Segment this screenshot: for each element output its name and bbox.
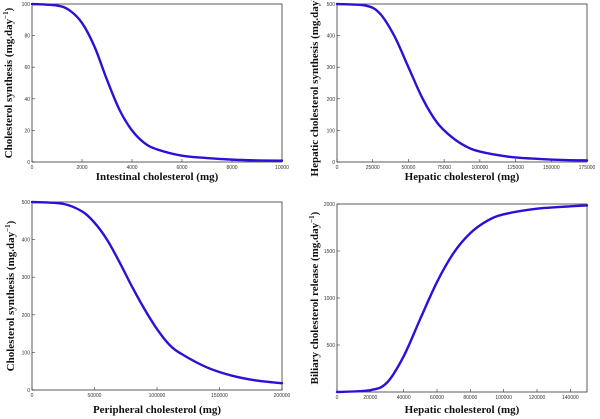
plot-frame (31, 3, 283, 163)
x-tick-label: 0 (31, 393, 34, 399)
y-tick-label: 0 (332, 160, 335, 166)
y-tick-label: 300 (327, 65, 336, 71)
series-line-1 (30, 2, 284, 162)
x-tick-label: 120000 (529, 395, 546, 401)
y-tick-label: 400 (22, 238, 31, 244)
series-line-1 (335, 204, 589, 394)
x-tick-label: 125000 (507, 165, 524, 171)
y-tick-label: 500 (327, 343, 336, 349)
x-axis-title: Peripheral cholesterol (mg) (93, 404, 221, 416)
x-tick-label: 4000 (126, 165, 137, 171)
x-tick-label: 140000 (562, 395, 579, 401)
y-tick-label: 100 (22, 2, 31, 8)
y-axis-title: Cholesterol synthesis (mg.day−1) (4, 220, 17, 371)
chart-panel-3: 0 50000 100000 150000 200000 0 100 200 300 400 500… (4, 200, 291, 416)
y-tick-label: 300 (22, 275, 31, 281)
y-tick-label: 200 (22, 313, 31, 319)
plot-frame (336, 203, 588, 393)
y-tick-label: 100 (327, 128, 336, 134)
series-line-1 (335, 2, 589, 162)
x-tick-label: 40000 (397, 395, 411, 401)
y-tick-label: 1500 (324, 249, 335, 255)
x-tick-label: 10000 (275, 165, 289, 171)
x-tick-label: 50000 (88, 393, 102, 399)
x-tick-label: 80000 (463, 395, 477, 401)
chart-panel-4: 0 20000 40000 60000 80000 100000 120000 140000 5… (308, 202, 589, 416)
y-axis-title: Biliary cholesterol release (mg.day−1) (308, 211, 321, 384)
x-tick-label: 6000 (176, 165, 187, 171)
y-tick-label: 1000 (324, 296, 335, 302)
series-line-1 (30, 200, 284, 385)
x-tick-label: 60000 (430, 395, 444, 401)
x-tick-label: 0 (336, 165, 339, 171)
x-tick-label: 175000 (579, 165, 596, 171)
y-tick-label: 500 (22, 200, 31, 206)
y-tick-label: 80 (24, 34, 30, 40)
y-tick-label: 40 (24, 97, 30, 103)
x-tick-label: 100000 (495, 395, 512, 401)
y-axis-title: Hepatic cholesterol synthesis (mg.day−1) (308, 0, 321, 176)
y-tick-label: 0 (27, 160, 30, 166)
x-tick-label: 75000 (437, 165, 451, 171)
x-tick-label: 200000 (274, 393, 291, 399)
y-tick-label: 2000 (324, 202, 335, 208)
y-axis-title: Cholesterol synthesis (mg.day−1) (2, 7, 15, 158)
x-tick-label: 8000 (226, 165, 237, 171)
x-tick-label: 2000 (76, 165, 87, 171)
y-tick-label: 60 (24, 65, 30, 71)
x-tick-label: 150000 (211, 393, 228, 399)
plot-frame (336, 3, 588, 163)
y-tick-label: 20 (24, 128, 30, 134)
chart-panel-2: 0 25000 50000 75000 100000 125000 150000 175000… (308, 0, 596, 183)
x-tick-label: 20000 (363, 395, 377, 401)
y-tick-label: 200 (327, 97, 336, 103)
x-tick-label: 25000 (366, 165, 380, 171)
x-tick-label: 0 (336, 395, 339, 401)
x-tick-label: 150000 (543, 165, 560, 171)
x-tick-label: 0 (31, 165, 34, 171)
x-tick-label: 100000 (472, 165, 489, 171)
x-tick-label: 50000 (401, 165, 415, 171)
chart-panel-1: 0 2000 4000 6000 8000 10000 0 20 40 60 80 100 Intest… (2, 2, 289, 183)
x-tick-label: 100000 (149, 393, 166, 399)
x-axis-title: Intestinal cholesterol (mg) (96, 171, 219, 183)
x-axis-title: Hepatic cholesterol (mg) (405, 404, 520, 416)
y-tick-label: 100 (22, 350, 31, 356)
x-axis-title: Hepatic cholesterol (mg) (405, 171, 520, 183)
y-tick-label: 400 (327, 34, 336, 40)
plot-frame (31, 201, 283, 391)
y-tick-label: 0 (27, 388, 30, 394)
y-tick-label: 500 (327, 2, 336, 8)
